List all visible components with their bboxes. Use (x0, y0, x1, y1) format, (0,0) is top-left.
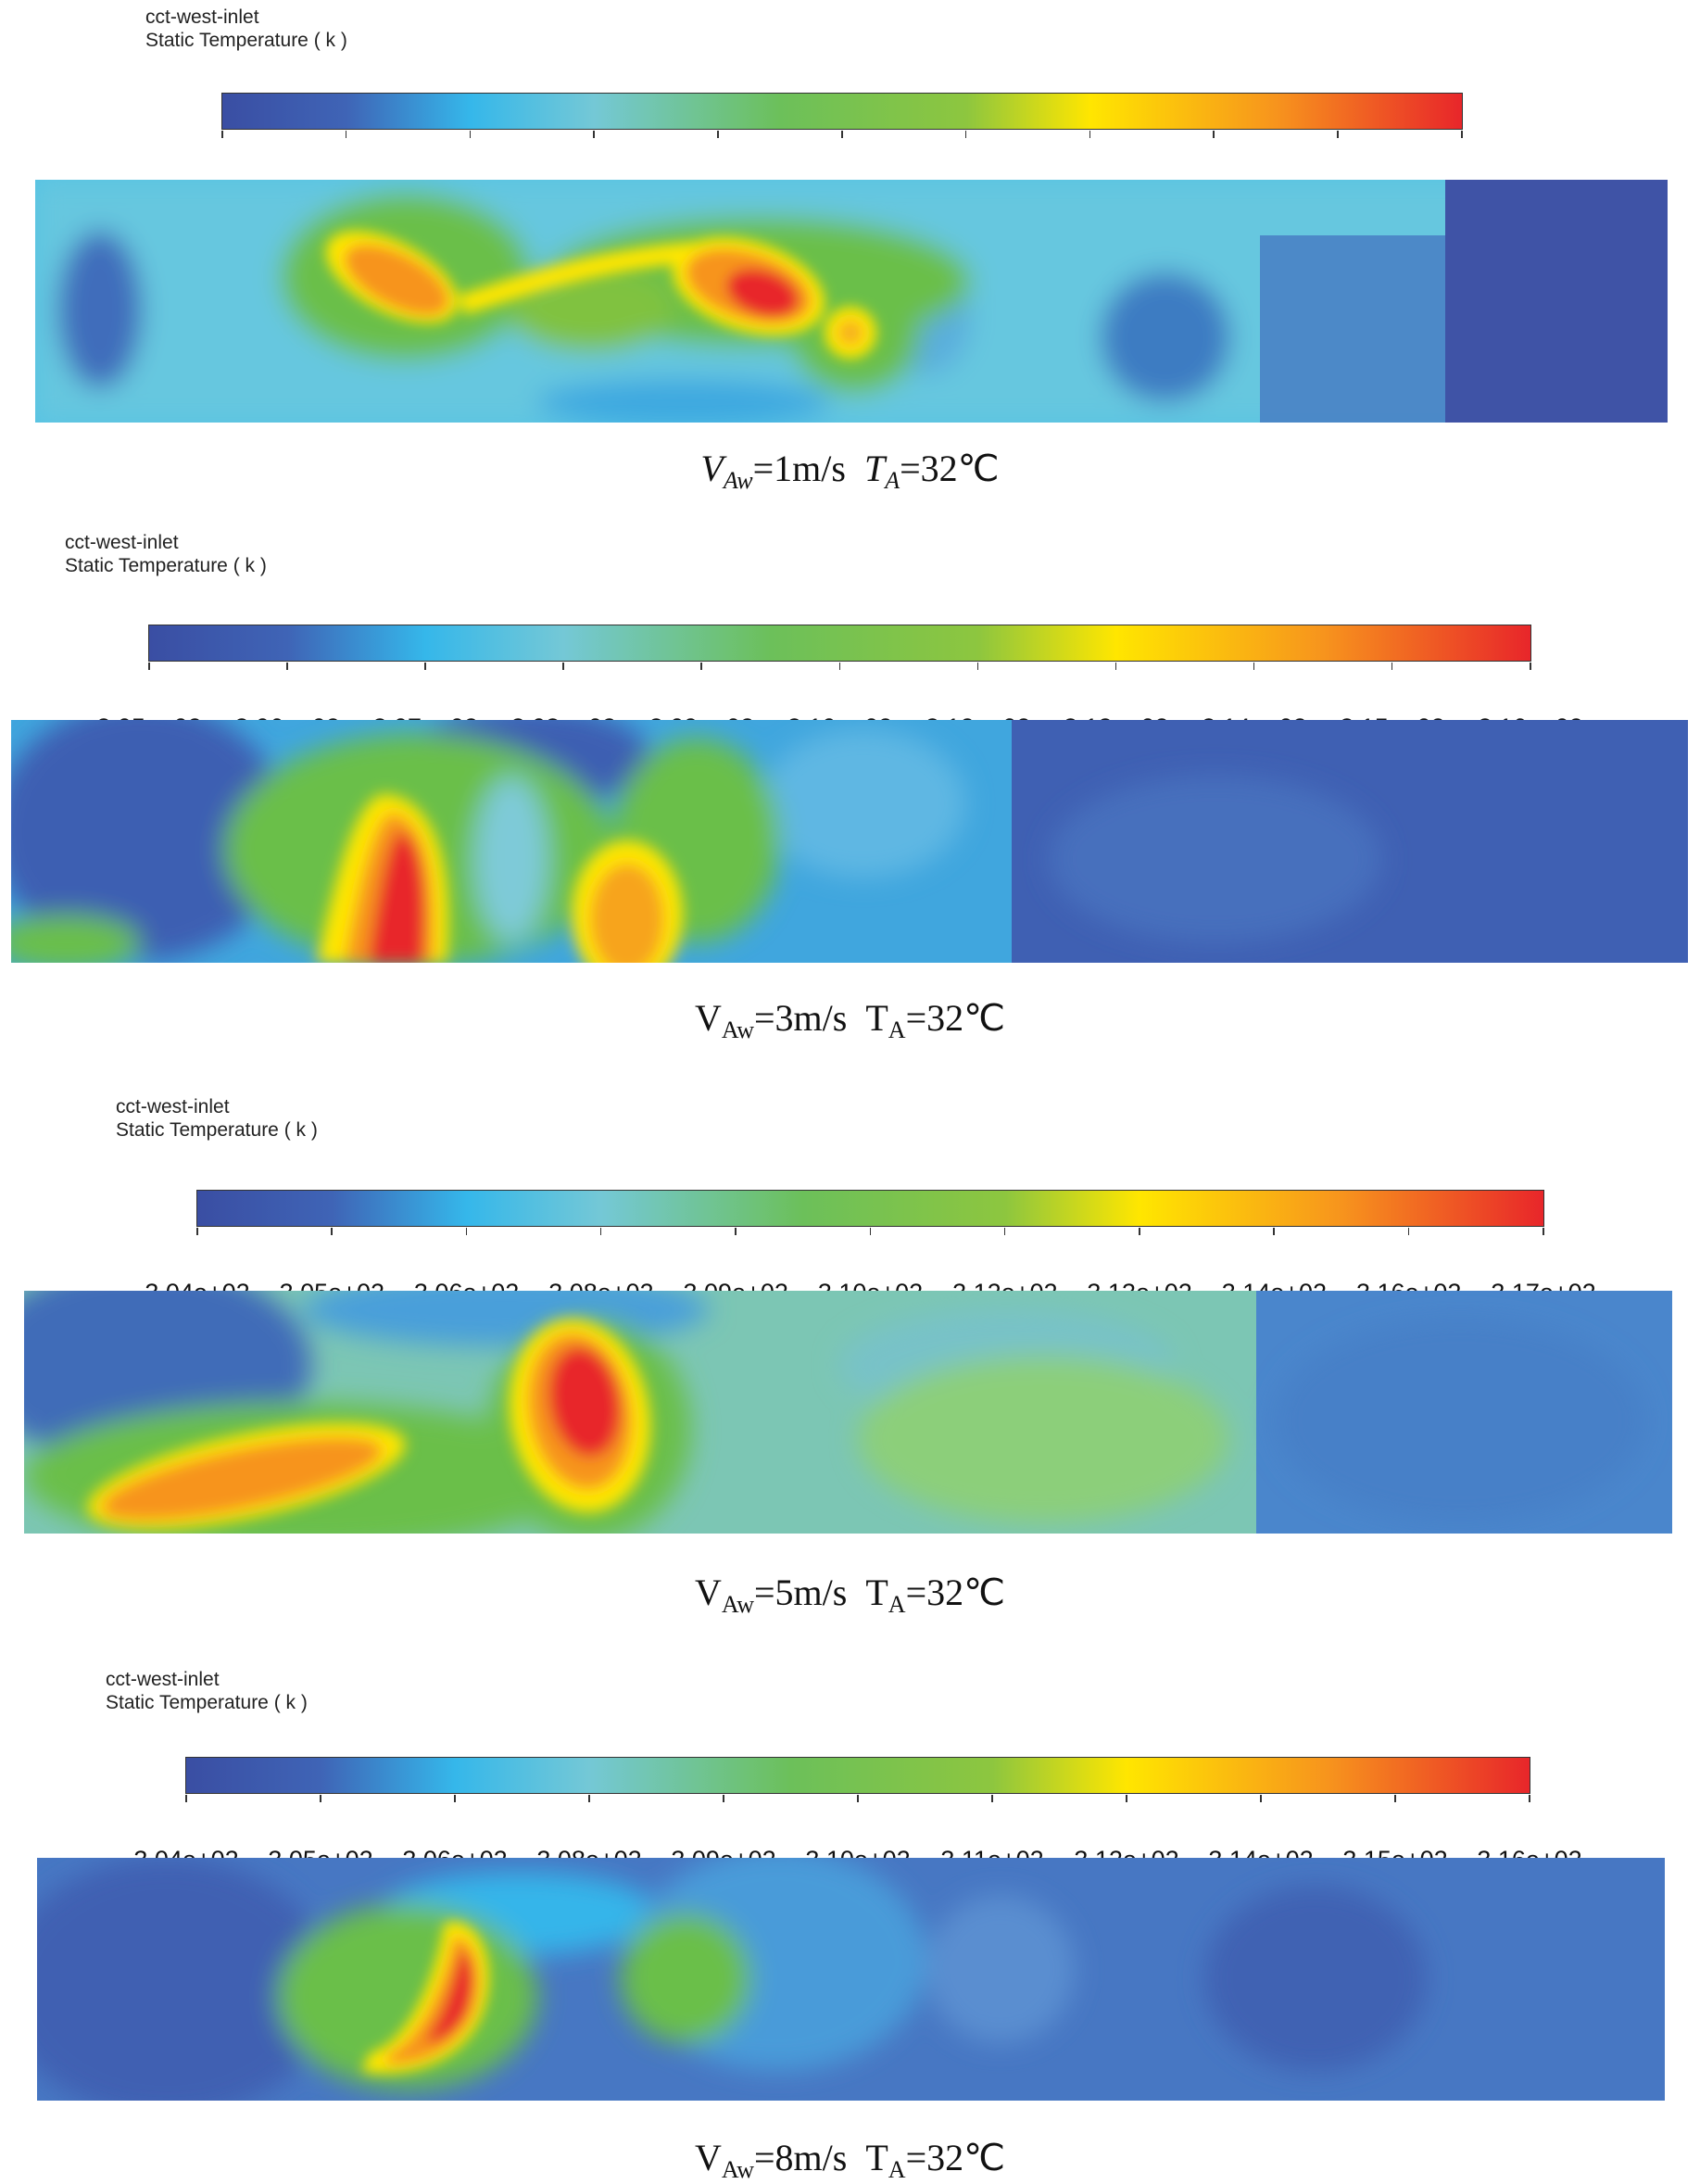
temperature-contour-field (24, 1291, 1672, 1534)
condition-caption: VAw=3m/s TA=32℃ (0, 996, 1700, 1044)
colorbar-tick-mark (1089, 131, 1091, 138)
velocity-subscript: Aw (721, 2156, 754, 2183)
colorbar-tick-mark (562, 663, 564, 670)
velocity-value: =1m/s (752, 448, 846, 489)
velocity-subscript: Aw (723, 467, 753, 494)
colorbar-tick-mark (1003, 1228, 1006, 1235)
colorbar-tick-mark (1407, 1228, 1410, 1235)
temperature-contour-field (11, 720, 1688, 963)
colorbar-tick-mark (976, 663, 979, 670)
colorbar-tick-mark (469, 131, 472, 138)
colorbar-tick-mark (1394, 1795, 1396, 1802)
temperature-subscript: A (888, 1591, 906, 1618)
quantity-label: Static Temperature ( k ) (145, 30, 347, 51)
temperature-subscript: A (888, 2156, 906, 2183)
surface-name: cct-west-inlet (145, 6, 259, 28)
colorbar-tick-mark (717, 131, 719, 138)
colorbar-tick-mark (700, 663, 702, 670)
colorbar-tick-mark (185, 1795, 187, 1802)
temperature-contour-field (35, 180, 1668, 423)
colorbar-tick-mark (841, 131, 843, 138)
colorbar-tick-mark (1530, 663, 1531, 670)
velocity-value: =3m/s (754, 997, 848, 1039)
colorbar-tick-mark (588, 1795, 590, 1802)
quantity-label: Static Temperature ( k ) (116, 1119, 318, 1141)
quantity-label: Static Temperature ( k ) (106, 1692, 308, 1713)
velocity-symbol: V (694, 2137, 722, 2178)
colorbar-tick-mark (1529, 1795, 1530, 1802)
colorbar-tick-mark (1543, 1228, 1544, 1235)
temperature-value: =32℃ (905, 1572, 1006, 1613)
colorbar-tick-mark (1273, 1228, 1275, 1235)
colorbar-tick-mark (454, 1795, 456, 1802)
temperature-symbol: T (863, 448, 886, 489)
colorbar-tick-mark (345, 131, 347, 138)
surface-name: cct-west-inlet (65, 532, 179, 553)
colorbar-tick-mark (221, 131, 223, 138)
colorbar-tick-mark (1114, 663, 1117, 670)
quantity-label: Static Temperature ( k ) (65, 555, 267, 576)
colorbar-tick-mark (869, 1228, 871, 1235)
panel-header: cct-west-inlet Static Temperature ( k ) (145, 6, 347, 52)
velocity-value: =8m/s (754, 2137, 848, 2178)
colorbar-tick-mark (148, 663, 150, 670)
condition-caption: VAw=1m/s TA=32℃ (0, 447, 1700, 495)
temperature-value: =32℃ (905, 2137, 1006, 2178)
contour-panel-2: cct-west-inlet Static Temperature ( k ) … (0, 0, 1700, 1056)
colorbar-tick-mark (857, 1795, 859, 1802)
colorbar-tick-mark (1126, 1795, 1127, 1802)
colorbar-tick-mark (286, 663, 288, 670)
colorbar-tick-mark (1391, 663, 1393, 670)
colorbar-tick-mark (1213, 131, 1215, 138)
panel-header: cct-west-inlet Static Temperature ( k ) (116, 1095, 318, 1142)
colorbar-tick-mark (723, 1795, 724, 1802)
panel-header: cct-west-inlet Static Temperature ( k ) (106, 1668, 308, 1714)
colorbar-tick-mark (424, 663, 426, 670)
colorbar-tick-mark (735, 1228, 737, 1235)
velocity-value: =5m/s (754, 1572, 848, 1613)
colorbar-tick-mark (1461, 131, 1463, 138)
colorbar-tick-mark (465, 1228, 468, 1235)
colorbar-tick-mark (838, 663, 840, 670)
colorbar: 3.04e+023.05e+023.06e+023.08e+023.09e+02… (133, 1757, 1582, 1874)
temperature-subscript: A (885, 467, 900, 494)
colorbar-tick-mark (964, 131, 967, 138)
temperature-value: =32℃ (905, 997, 1006, 1039)
temperature-symbol: T (865, 2137, 888, 2178)
colorbar-tick-mark (593, 131, 595, 138)
velocity-subscript: Aw (721, 1591, 754, 1618)
colorbar-tick-mark (599, 1228, 602, 1235)
colorbar-tick-mark (1139, 1228, 1140, 1235)
panel-header: cct-west-inlet Static Temperature ( k ) (65, 531, 267, 577)
velocity-symbol: V (694, 997, 722, 1039)
velocity-symbol: V (694, 1572, 722, 1613)
temperature-value: =32℃ (900, 448, 1000, 489)
colorbar-tick-mark (320, 1795, 321, 1802)
condition-caption: VAw=8m/s TA=32℃ (0, 2136, 1700, 2184)
colorbar-tick-mark (1253, 663, 1255, 670)
colorbar-tick-mark (331, 1228, 333, 1235)
velocity-subscript: Aw (721, 1016, 754, 1043)
contour-panel-1: cct-west-inlet Static Temperature ( k ) … (0, 0, 1700, 500)
velocity-symbol: V (700, 448, 724, 489)
contour-panel-3: cct-west-inlet Static Temperature ( k ) … (0, 1095, 1700, 1619)
temperature-symbol: T (865, 997, 888, 1039)
colorbar-ticks: 3.04e+023.05e+023.06e+023.08e+023.09e+02… (133, 1795, 1582, 1874)
colorbar-tick-mark (1337, 131, 1339, 138)
temperature-subscript: A (888, 1016, 906, 1043)
condition-caption: VAw=5m/s TA=32℃ (0, 1571, 1700, 1619)
colorbar-tick-mark (991, 1795, 993, 1802)
colorbar-tick-mark (1260, 1795, 1262, 1802)
temperature-symbol: T (865, 1572, 888, 1613)
temperature-contour-field (37, 1858, 1665, 2101)
surface-name: cct-west-inlet (106, 1669, 220, 1690)
surface-name: cct-west-inlet (116, 1096, 230, 1117)
colorbar-tick-mark (196, 1228, 198, 1235)
